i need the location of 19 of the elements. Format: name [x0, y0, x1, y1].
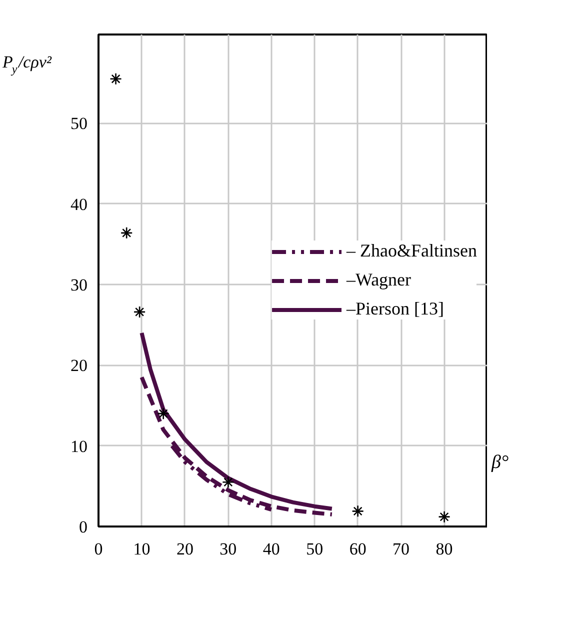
y-tick-label: 30 [70, 276, 88, 295]
x-tick-label: 50 [306, 540, 324, 558]
y-tick-label: 50 [70, 114, 88, 134]
x-axis-title: β° [490, 452, 509, 474]
y-tick-label: 40 [70, 194, 88, 214]
x-tick-label: 30 [220, 540, 237, 558]
legend-label: –Pierson [13] [346, 298, 444, 320]
x-tick-label: 80 [436, 540, 453, 558]
x-tick-label: 20 [176, 540, 194, 558]
x-tick-label: 10 [133, 540, 150, 558]
legend-label: – Zhao&Faltinsen [346, 240, 477, 262]
x-tick-label: 70 [392, 540, 410, 558]
legend-label: –Wagner [346, 270, 412, 290]
x-tick-label: 40 [262, 540, 280, 558]
y-tick-label: 20 [70, 356, 88, 376]
y-tick-label: 0 [79, 518, 88, 536]
y-tick-label: 10 [70, 436, 88, 456]
x-tick-label: 60 [349, 540, 366, 558]
x-tick-label: 0 [94, 540, 103, 558]
